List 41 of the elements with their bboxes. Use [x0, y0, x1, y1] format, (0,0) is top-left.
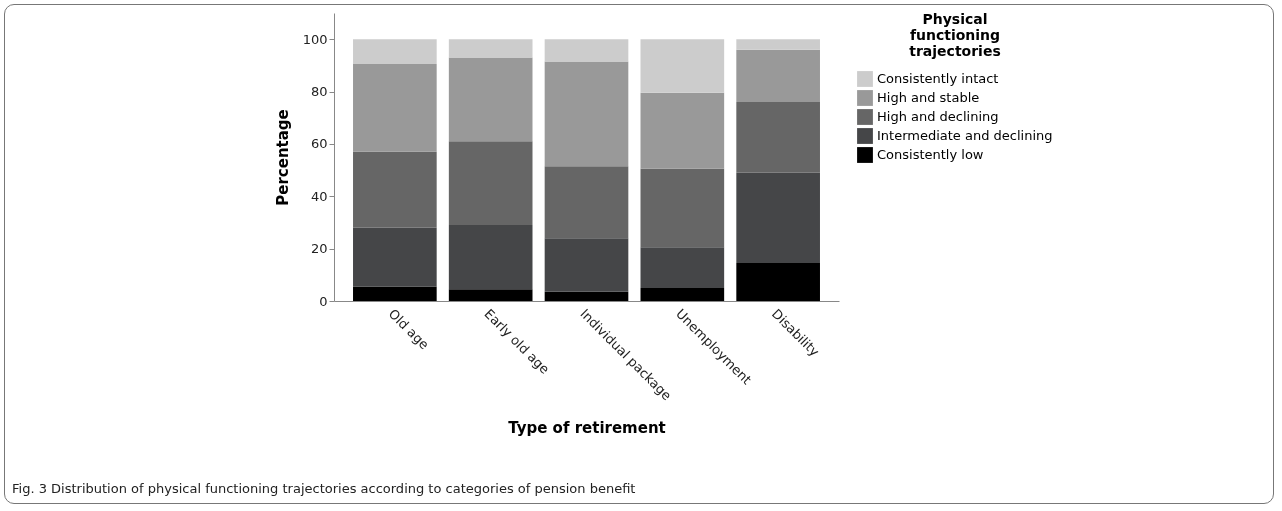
bar	[448, 39, 533, 58]
bar	[640, 168, 725, 248]
bar	[640, 92, 725, 169]
y-tick-label: 0	[319, 293, 328, 309]
bar	[353, 151, 437, 228]
y-axis-title: Percentage	[273, 109, 292, 206]
x-axis-title: Type of retirement	[508, 419, 666, 438]
bar	[544, 39, 629, 62]
bar	[353, 64, 437, 152]
y-tick-label: 60	[310, 136, 328, 152]
y-tick-label: 100	[302, 31, 328, 47]
bar	[544, 61, 629, 167]
bar	[448, 289, 533, 301]
legend-title: Physical functioning trajectories	[909, 11, 1001, 59]
caption: Fig. 3 Distribution of physical functioning trajectories according to categories of pension benefit	[12, 481, 636, 496]
bar	[640, 247, 725, 288]
bar	[353, 286, 437, 301]
bar	[448, 141, 533, 226]
x-tick-label: Old age	[385, 306, 432, 353]
bar	[544, 166, 629, 239]
legend-label: Consistently intact	[877, 71, 999, 86]
bar	[736, 102, 820, 173]
bar	[544, 238, 629, 292]
y-tick-label: 80	[310, 84, 328, 100]
legend-label: High and declining	[877, 109, 999, 124]
bar	[736, 49, 820, 103]
legend-label: High and stable	[877, 90, 980, 105]
legend-label: Intermediate and declining	[877, 128, 1053, 143]
y-tick-label: 20	[310, 241, 328, 257]
y-tick-label: 40	[310, 188, 328, 204]
bar	[353, 39, 437, 65]
bar	[353, 227, 437, 287]
legend-label: Consistently low	[877, 147, 984, 162]
bar	[640, 287, 725, 301]
bar	[448, 225, 533, 290]
bar	[736, 172, 820, 264]
bar	[448, 57, 533, 142]
bar	[736, 263, 820, 301]
bar	[544, 291, 629, 301]
bar	[736, 39, 820, 50]
bar	[640, 39, 725, 93]
